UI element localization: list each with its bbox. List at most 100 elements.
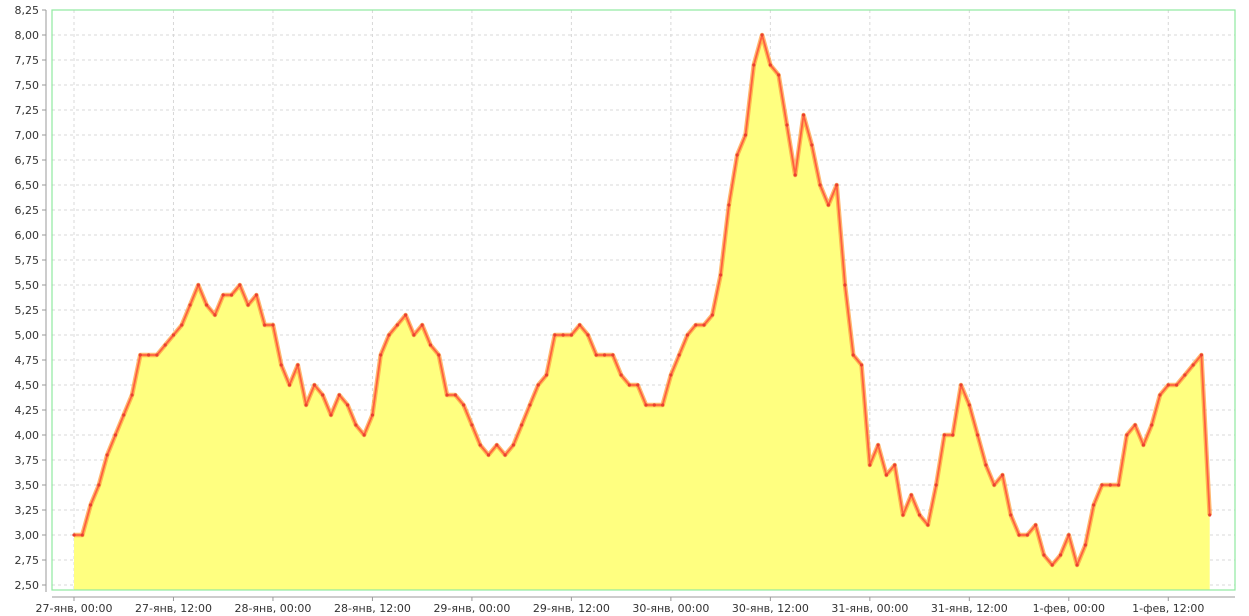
data-point: [404, 313, 408, 317]
data-point: [478, 443, 482, 447]
y-tick-label: 4,25: [15, 404, 40, 417]
data-point: [1100, 483, 1104, 487]
data-point: [147, 353, 151, 357]
data-point: [859, 363, 864, 367]
data-point: [660, 403, 665, 407]
data-point: [337, 393, 341, 397]
data-point: [843, 283, 847, 287]
x-tick-label: 28-янв, 12:00: [334, 602, 411, 615]
data-point: [893, 463, 897, 467]
data-point: [1116, 483, 1121, 487]
data-point: [619, 373, 623, 377]
data-point: [205, 303, 209, 307]
x-tick-label: 31-янв, 00:00: [831, 602, 908, 615]
x-tick-label: 1-фев, 00:00: [1033, 602, 1105, 615]
data-point: [727, 203, 731, 207]
data-point: [1034, 523, 1038, 527]
data-point: [1009, 513, 1013, 517]
data-point: [528, 403, 532, 407]
data-point: [876, 443, 880, 447]
y-tick-label: 8,00: [15, 29, 40, 42]
y-tick-label: 8,25: [15, 4, 40, 17]
data-point: [1042, 553, 1046, 557]
data-point: [420, 323, 424, 327]
x-tick-label: 29-янв, 00:00: [433, 602, 510, 615]
data-point: [652, 403, 656, 407]
data-point: [735, 153, 739, 157]
data-point: [495, 443, 499, 447]
x-tick-label: 27-янв, 00:00: [36, 602, 113, 615]
data-point: [180, 323, 184, 327]
data-point: [486, 453, 491, 457]
data-point: [370, 413, 375, 417]
data-point: [810, 143, 814, 147]
data-point: [354, 423, 358, 427]
data-point: [329, 413, 333, 417]
data-point: [296, 363, 300, 367]
data-point: [644, 403, 648, 407]
data-point: [511, 443, 515, 447]
data-point: [627, 383, 632, 387]
data-point: [445, 393, 449, 397]
data-point: [826, 203, 830, 207]
area-fill: [74, 35, 1210, 590]
data-point: [246, 303, 250, 307]
data-point: [901, 513, 905, 517]
data-point: [694, 323, 698, 327]
data-point: [229, 293, 234, 297]
data-point: [602, 353, 607, 357]
data-point: [719, 273, 723, 277]
data-point: [188, 303, 192, 307]
data-point: [503, 453, 507, 457]
y-tick-label: 5,00: [15, 329, 40, 342]
y-tick-label: 7,25: [15, 104, 40, 117]
data-point: [669, 373, 673, 377]
data-point: [884, 473, 889, 477]
data-point: [743, 133, 748, 137]
data-point: [1174, 383, 1179, 387]
data-point: [677, 353, 681, 357]
data-point: [80, 533, 84, 537]
data-point: [1050, 563, 1054, 567]
x-tick-label: 1-фев, 12:00: [1132, 602, 1204, 615]
data-point: [88, 503, 93, 507]
data-point: [561, 333, 565, 337]
x-tick-label: 29-янв, 12:00: [533, 602, 610, 615]
data-points: [72, 33, 1212, 567]
data-point: [942, 433, 947, 437]
data-point: [768, 63, 772, 67]
data-point: [271, 323, 275, 327]
data-point: [520, 423, 524, 427]
data-point: [321, 393, 325, 397]
y-tick-label: 4,75: [15, 354, 40, 367]
data-point: [611, 353, 615, 357]
data-point: [909, 493, 913, 497]
data-point: [345, 403, 350, 407]
y-tick-label: 7,50: [15, 79, 40, 92]
data-point: [130, 393, 134, 397]
x-tick-label: 30-янв, 12:00: [732, 602, 809, 615]
data-point: [578, 323, 582, 327]
data-point: [777, 73, 781, 77]
data-point: [1017, 533, 1021, 537]
data-point: [851, 353, 855, 357]
data-point: [1208, 513, 1212, 517]
data-point: [1158, 393, 1162, 397]
y-tick-label: 3,75: [15, 454, 40, 467]
data-point: [1000, 473, 1005, 477]
data-point: [263, 323, 267, 327]
data-point: [984, 463, 988, 467]
y-tick-label: 3,50: [15, 479, 40, 492]
data-point: [992, 483, 996, 487]
data-point: [1199, 353, 1204, 357]
y-tick-label: 4,00: [15, 429, 40, 442]
data-point: [105, 453, 109, 457]
data-point: [387, 333, 391, 337]
data-point: [544, 373, 549, 377]
data-point: [926, 523, 930, 527]
data-point: [868, 463, 872, 467]
y-tick-label: 6,75: [15, 154, 40, 167]
data-point: [428, 343, 433, 347]
data-point: [760, 33, 764, 37]
